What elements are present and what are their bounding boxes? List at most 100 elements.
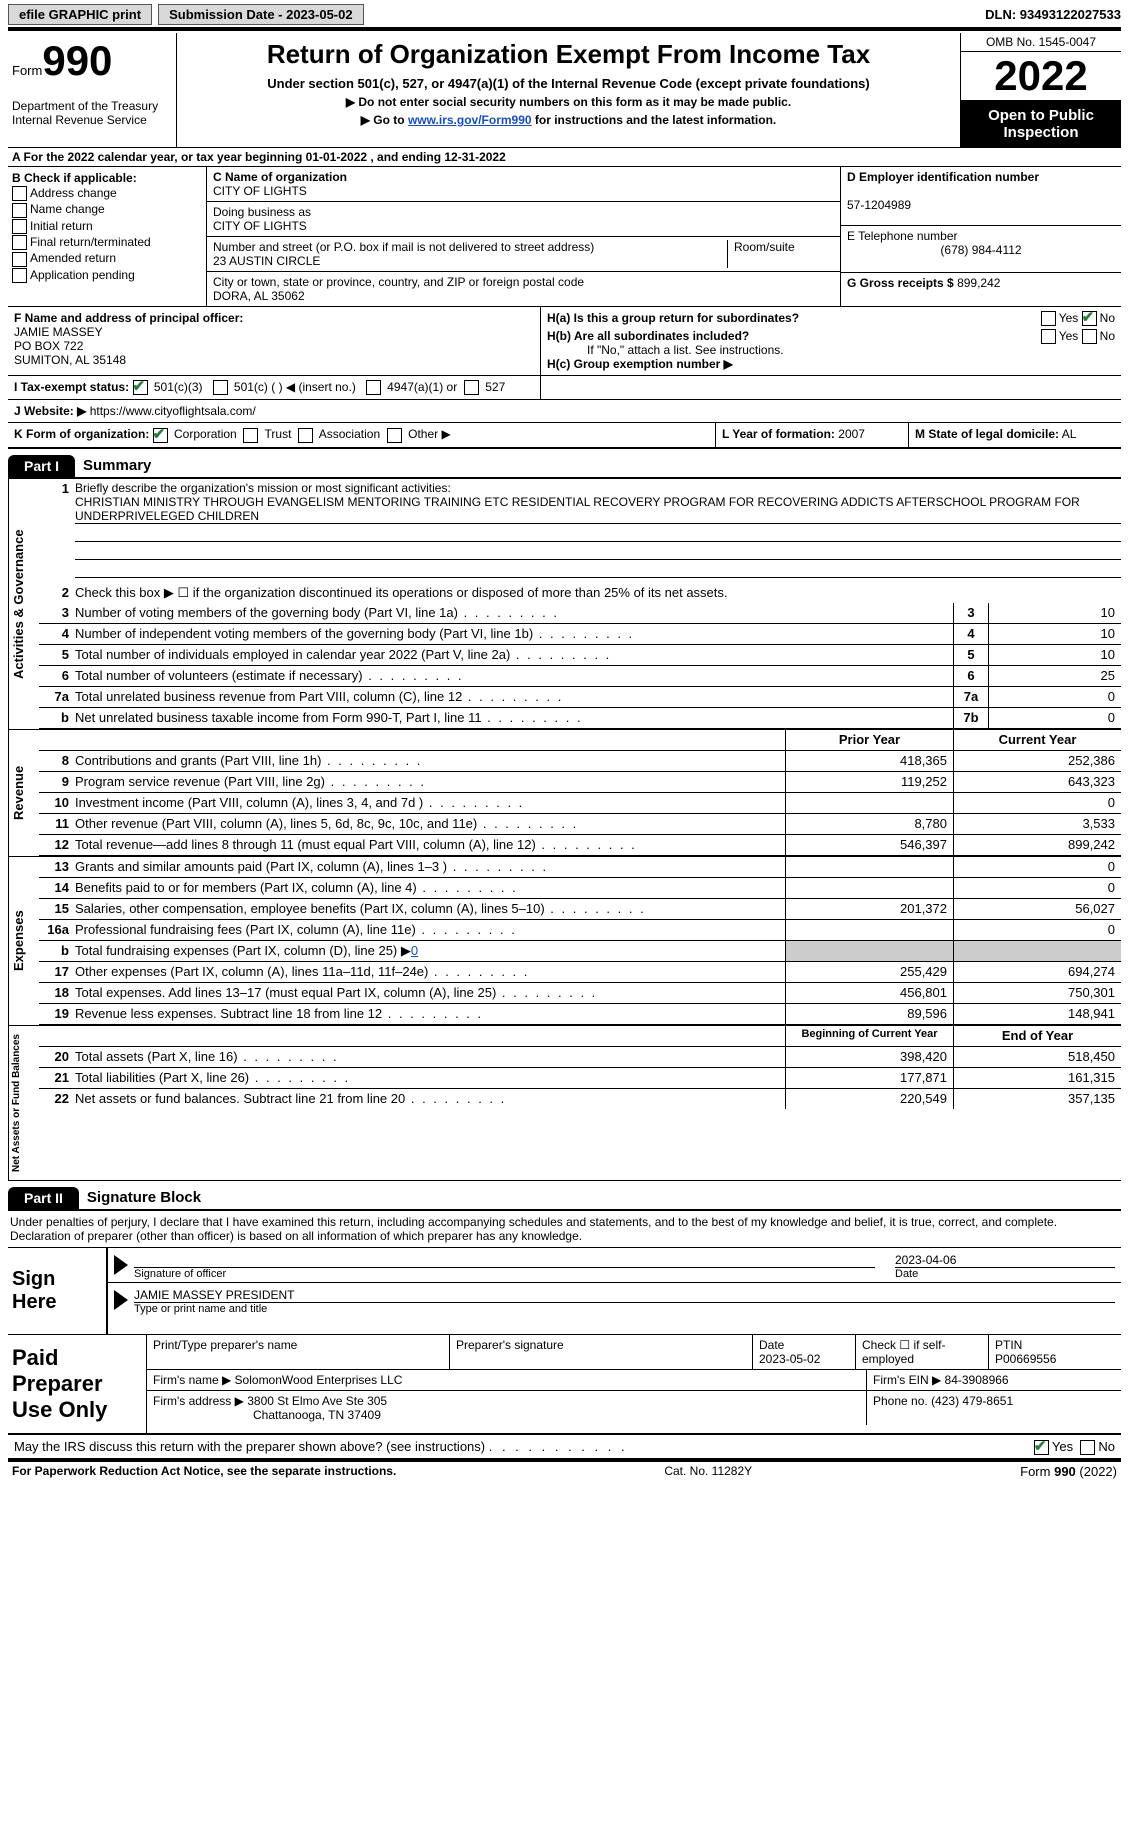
firm-ein: 84-3908966 (945, 1373, 1009, 1387)
form-header: Form990 Department of the Treasury Inter… (8, 33, 1121, 147)
col-prior-year: Prior Year (785, 730, 953, 750)
summary-row: 6Total number of volunteers (estimate if… (39, 666, 1121, 687)
gross-receipts-value: 899,242 (957, 276, 1000, 290)
department: Department of the Treasury Internal Reve… (12, 99, 172, 127)
discuss-no[interactable] (1080, 1440, 1095, 1455)
officer-name: JAMIE MASSEY (14, 325, 103, 339)
print-preparer-name: Print/Type preparer's name (147, 1335, 450, 1369)
ha-no-checked[interactable] (1082, 311, 1097, 326)
expense-row: 19Revenue less expenses. Subtract line 1… (39, 1004, 1121, 1025)
section-b: B Check if applicable: Address change Na… (8, 167, 207, 306)
hc-label: H(c) Group exemption number ▶ (547, 357, 733, 371)
col-begin-year: Beginning of Current Year (785, 1026, 953, 1046)
expense-row: 18Total expenses. Add lines 13–17 (must … (39, 983, 1121, 1004)
revenue-row: 10Investment income (Part VIII, column (… (39, 793, 1121, 814)
discuss-yes[interactable] (1034, 1440, 1049, 1455)
line1-label: Briefly describe the organization's miss… (75, 481, 451, 495)
subtitle-1: Under section 501(c), 527, or 4947(a)(1)… (183, 76, 954, 91)
firm-phone: (423) 479-8651 (931, 1394, 1013, 1408)
year-formation: 2007 (838, 427, 865, 441)
dba-value: CITY OF LIGHTS (213, 219, 307, 233)
revenue-row: 8Contributions and grants (Part VIII, li… (39, 751, 1121, 772)
chk-final-return[interactable]: Final return/terminated (12, 235, 202, 250)
expense-row: 17Other expenses (Part IX, column (A), l… (39, 962, 1121, 983)
perjury-statement: Under penalties of perjury, I declare th… (8, 1209, 1121, 1247)
mission-text: CHRISTIAN MINISTRY THROUGH EVANGELISM ME… (75, 495, 1121, 524)
open-to-public: Open to Public Inspection (961, 101, 1121, 147)
state-domicile: AL (1062, 427, 1077, 441)
sig-date-label: Date (895, 1267, 1115, 1280)
irs-link[interactable]: www.irs.gov/Form990 (408, 113, 532, 127)
dba-label: Doing business as (213, 205, 311, 219)
year-formation-label: L Year of formation: (722, 427, 835, 441)
vlabel-revenue: Revenue (8, 730, 39, 856)
self-employed-check[interactable]: Check ☐ if self-employed (856, 1335, 989, 1369)
footer-paperwork: For Paperwork Reduction Act Notice, see … (12, 1464, 396, 1479)
chk-corporation[interactable] (153, 428, 168, 443)
top-bar: efile GRAPHIC print Submission Date - 20… (8, 4, 1121, 25)
chk-initial-return[interactable]: Initial return (12, 219, 202, 234)
sig-officer-label: Signature of officer (134, 1267, 875, 1280)
city-value: DORA, AL 35062 (213, 289, 305, 303)
phone-value: (678) 984-4112 (847, 243, 1115, 257)
col-current-year: Current Year (953, 730, 1121, 750)
officer-addr1: PO BOX 722 (14, 339, 83, 353)
expense-row: 14Benefits paid to or for members (Part … (39, 878, 1121, 899)
chk-amended-return[interactable]: Amended return (12, 251, 202, 266)
part-2-title: Signature Block (87, 1189, 201, 1206)
revenue-row: 11Other revenue (Part VIII, column (A), … (39, 814, 1121, 835)
org-name-label: C Name of organization (213, 170, 347, 184)
hb-note: If "No," attach a list. See instructions… (547, 343, 1115, 357)
tax-year: 2022 (961, 52, 1121, 101)
part-1-tab: Part I (8, 455, 75, 477)
expense-row: 15Salaries, other compensation, employee… (39, 899, 1121, 920)
net-assets-row: 20Total assets (Part X, line 16)398,4205… (39, 1047, 1121, 1068)
summary-row: 5Total number of individuals employed in… (39, 645, 1121, 666)
form-number: 990 (42, 37, 112, 84)
gross-receipts-label: G Gross receipts $ (847, 276, 954, 290)
col-end-year: End of Year (953, 1026, 1121, 1046)
website-value: https://www.cityoflightsala.com/ (90, 404, 256, 418)
form-title: Return of Organization Exempt From Incom… (183, 39, 954, 70)
ein-label: D Employer identification number (847, 170, 1039, 184)
line-a-calendar: A For the 2022 calendar year, or tax yea… (8, 147, 1121, 166)
chk-501c3[interactable] (133, 380, 148, 395)
ein-value: 57-1204989 (847, 198, 911, 212)
revenue-row: 12Total revenue—add lines 8 through 11 (… (39, 835, 1121, 856)
city-label: City or town, state or province, country… (213, 275, 584, 289)
footer-catalog: Cat. No. 11282Y (664, 1464, 752, 1479)
subtitle-3: ▶ Go to www.irs.gov/Form990 for instruct… (183, 113, 954, 127)
expense-row: 13Grants and similar amounts paid (Part … (39, 857, 1121, 878)
vlabel-activities: Activities & Governance (8, 479, 39, 729)
chk-application-pending[interactable]: Application pending (12, 268, 202, 283)
sign-here-label: Sign Here (8, 1248, 108, 1334)
sig-arrow-icon (114, 1255, 128, 1275)
summary-row: 4Number of independent voting members of… (39, 624, 1121, 645)
street-label: Number and street (or P.O. box if mail i… (213, 240, 594, 254)
efile-print-button[interactable]: efile GRAPHIC print (8, 4, 152, 25)
line16b-val: 0 (411, 943, 418, 958)
line16b: Total fundraising expenses (Part IX, col… (75, 943, 411, 958)
expense-row: 16aProfessional fundraising fees (Part I… (39, 920, 1121, 941)
subtitle-2: ▶ Do not enter social security numbers o… (183, 95, 954, 109)
footer-form: Form 990 (2022) (1020, 1464, 1117, 1479)
org-name: CITY OF LIGHTS (213, 184, 307, 198)
officer-label: F Name and address of principal officer: (14, 311, 243, 325)
omb-number: OMB No. 1545-0047 (961, 33, 1121, 52)
discuss-question: May the IRS discuss this return with the… (14, 1439, 485, 1454)
type-print-label: Type or print name and title (134, 1302, 1115, 1315)
tax-exempt-label: I Tax-exempt status: (14, 380, 129, 394)
net-assets-row: 21Total liabilities (Part X, line 26)177… (39, 1068, 1121, 1089)
summary-row: 7aTotal unrelated business revenue from … (39, 687, 1121, 708)
net-assets-row: 22Net assets or fund balances. Subtract … (39, 1089, 1121, 1109)
state-domicile-label: M State of legal domicile: (915, 427, 1059, 441)
ha-label: H(a) Is this a group return for subordin… (547, 311, 799, 325)
officer-name-title: JAMIE MASSEY PRESIDENT (134, 1288, 1115, 1302)
summary-row: bNet unrelated business taxable income f… (39, 708, 1121, 729)
chk-name-change[interactable]: Name change (12, 202, 202, 217)
firm-address: 3800 St Elmo Ave Ste 305 (247, 1394, 387, 1408)
paid-date: 2023-05-02 (759, 1352, 820, 1366)
chk-address-change[interactable]: Address change (12, 186, 202, 201)
part-2-tab: Part II (8, 1187, 79, 1209)
firm-name: SolomonWood Enterprises LLC (235, 1373, 403, 1387)
